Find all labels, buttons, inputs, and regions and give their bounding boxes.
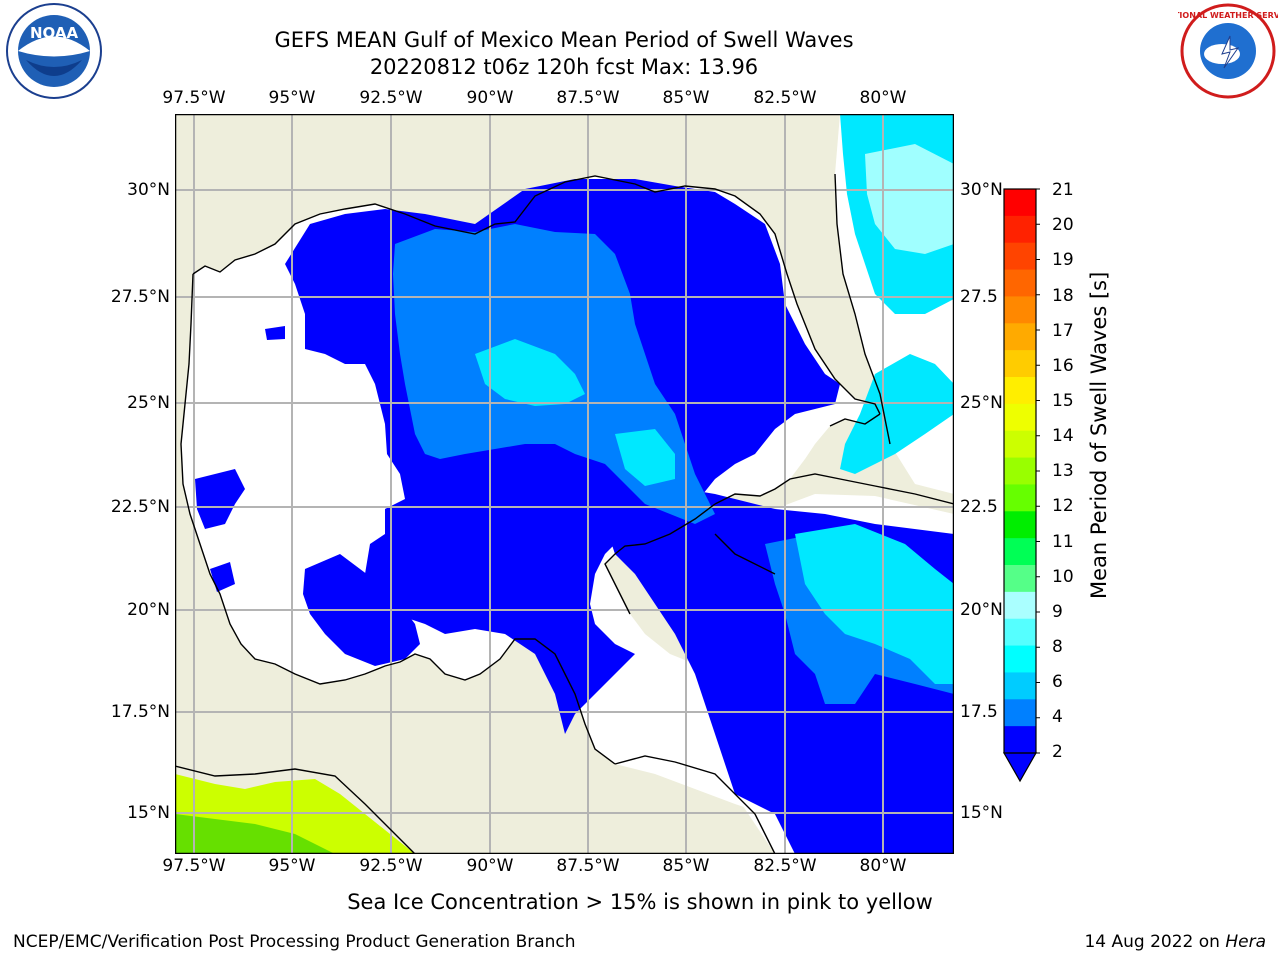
colorbar-segment xyxy=(1004,189,1036,217)
footer-date-text: 14 Aug 2022 on xyxy=(1084,932,1226,952)
footer-branch: NCEP/EMC/Verification Post Processing Pr… xyxy=(13,932,576,952)
colorbar-segment xyxy=(1004,726,1036,754)
footer-host: Hera xyxy=(1225,932,1266,952)
swell-8-9s xyxy=(865,144,954,254)
colorbar-extend-arrow xyxy=(1002,752,1038,783)
colorbar-segment xyxy=(1004,591,1036,620)
lon-label-top: 85°W xyxy=(662,88,710,108)
lat-label-left: 25°N xyxy=(127,393,170,413)
colorbar-tick: 15 xyxy=(1052,391,1074,411)
colorbar-segment xyxy=(1004,645,1036,673)
colorbar-tick: 18 xyxy=(1052,286,1074,306)
colorbar-segment xyxy=(1004,430,1036,459)
colorbar-segment xyxy=(1004,511,1036,539)
colorbar-segment xyxy=(1004,377,1036,405)
footer-date: 14 Aug 2022 on Hera xyxy=(1084,932,1266,952)
title-line-2: 20220812 t06z 120h fcst Max: 13.96 xyxy=(369,55,759,79)
lat-label-right: 30°N xyxy=(960,180,1003,200)
lon-label-bottom: 90°W xyxy=(466,856,514,876)
lat-label-left: 17.5°N xyxy=(110,702,170,722)
colorbar-segment xyxy=(1004,242,1036,271)
colorbar-segment xyxy=(1004,565,1036,593)
colorbar-segment xyxy=(1004,269,1036,297)
lon-label-bottom: 92.5°W xyxy=(359,856,423,876)
coastline xyxy=(175,173,954,854)
lon-label-top: 97.5°W xyxy=(162,88,226,108)
colorbar-tick: 12 xyxy=(1052,496,1074,516)
lat-label-right: 27.5 xyxy=(960,287,998,307)
lat-label-right: 15°N xyxy=(960,803,1003,823)
lon-label-bottom: 82.5°W xyxy=(753,856,817,876)
colorbar-tick: 6 xyxy=(1052,672,1063,692)
lat-label-left: 30°N xyxy=(127,180,170,200)
lon-label-bottom: 87.5°W xyxy=(556,856,620,876)
svg-text:NATIONAL WEATHER SERVICE: NATIONAL WEATHER SERVICE xyxy=(1178,11,1278,20)
lat-label-left: 22.5°N xyxy=(110,497,170,517)
graticule xyxy=(175,114,954,854)
colorbar-tick: 9 xyxy=(1052,602,1063,622)
sea-ice-note: Sea Ice Concentration > 15% is shown in … xyxy=(347,890,933,914)
svg-text:NOAA: NOAA xyxy=(30,24,79,42)
colorbar-tick: 2 xyxy=(1052,742,1063,762)
colorbar-tick: 10 xyxy=(1052,567,1074,587)
colorbar-tick: 21 xyxy=(1052,180,1074,200)
colorbar-tick: 13 xyxy=(1052,461,1074,481)
colorbar-tick: 14 xyxy=(1052,426,1074,446)
map-panel xyxy=(175,114,954,854)
colorbar-segment xyxy=(1004,699,1036,727)
lon-label-bottom: 80°W xyxy=(859,856,907,876)
title-line-1: GEFS MEAN Gulf of Mexico Mean Period of … xyxy=(274,28,854,52)
colorbar-tick: 11 xyxy=(1052,532,1074,552)
noaa-logo: NOAA xyxy=(6,3,102,99)
colorbar-segment xyxy=(1004,457,1036,485)
colorbar-tick: 20 xyxy=(1052,215,1074,235)
lon-label-top: 92.5°W xyxy=(359,88,423,108)
lat-label-left: 20°N xyxy=(127,600,170,620)
colorbar-tick: 17 xyxy=(1052,321,1074,341)
colorbar-tick: 8 xyxy=(1052,637,1063,657)
colorbar-tick: 16 xyxy=(1052,356,1074,376)
lon-label-top: 90°W xyxy=(466,88,514,108)
lat-label-left: 27.5°N xyxy=(110,287,170,307)
lon-label-top: 82.5°W xyxy=(753,88,817,108)
colorbar-label: Mean Period of Swell Waves [s] xyxy=(1087,271,1111,599)
lon-label-top: 80°W xyxy=(859,88,907,108)
lat-label-right: 22.5 xyxy=(960,497,998,517)
lon-label-bottom: 95°W xyxy=(268,856,316,876)
colorbar xyxy=(1002,188,1040,783)
colorbar-segment xyxy=(1004,403,1036,432)
lat-label-left: 15°N xyxy=(127,803,170,823)
colorbar-segment xyxy=(1004,484,1036,512)
colorbar-tick: 4 xyxy=(1052,707,1063,727)
lon-label-top: 87.5°W xyxy=(556,88,620,108)
colorbar-segment xyxy=(1004,323,1036,351)
colorbar-segment xyxy=(1004,538,1036,566)
lat-label-right: 20°N xyxy=(960,600,1003,620)
lat-label-right: 25°N xyxy=(960,393,1003,413)
nws-logo: NATIONAL WEATHER SERVICE xyxy=(1178,3,1278,99)
lon-label-top: 95°W xyxy=(268,88,316,108)
colorbar-segment xyxy=(1004,618,1036,647)
colorbar-segment xyxy=(1004,296,1036,324)
colorbar-tick: 19 xyxy=(1052,250,1074,270)
lon-label-bottom: 85°W xyxy=(662,856,710,876)
colorbar-segment xyxy=(1004,350,1036,378)
lat-label-right: 17.5 xyxy=(960,702,998,722)
lon-label-bottom: 97.5°W xyxy=(162,856,226,876)
colorbar-segment xyxy=(1004,672,1036,700)
colorbar-segment xyxy=(1004,215,1036,244)
